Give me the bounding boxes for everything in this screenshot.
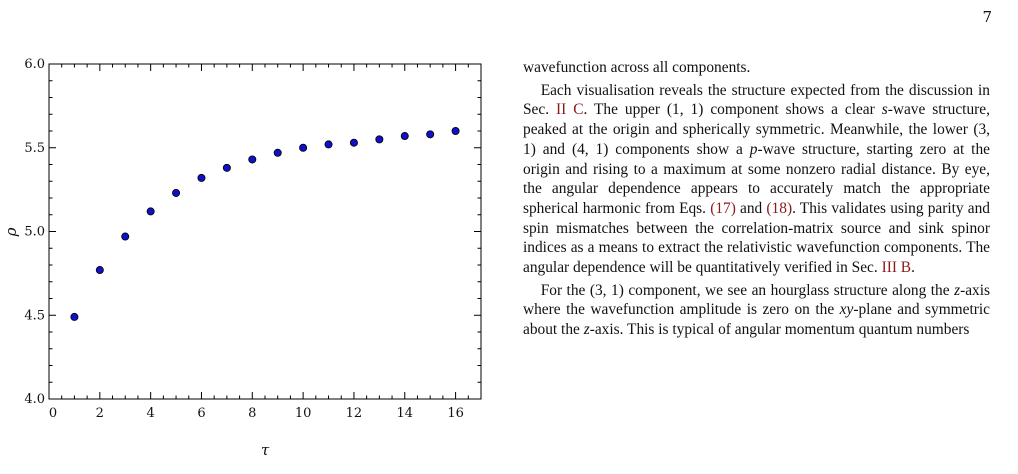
x-tick-label: 6 bbox=[197, 406, 205, 421]
data-point bbox=[349, 138, 358, 147]
data-point bbox=[197, 173, 206, 182]
data-point bbox=[426, 130, 435, 139]
y-tick-label: 5.0 bbox=[24, 225, 45, 240]
x-tick-label: 8 bbox=[248, 406, 256, 421]
x-tick-label: 2 bbox=[96, 406, 104, 421]
data-points bbox=[70, 127, 460, 321]
data-point bbox=[400, 132, 409, 141]
data-point bbox=[299, 143, 308, 152]
data-point bbox=[248, 155, 257, 164]
paragraph-continuation: wavefunction across all components. bbox=[523, 59, 751, 76]
data-point bbox=[324, 140, 333, 149]
page-number: 7 bbox=[982, 8, 992, 26]
x-tick-label: 10 bbox=[295, 406, 312, 421]
axis-ticks: 0 2 4 6 8 10 12 14 16 4.0 4.5 5.0 5.5 6.0 bbox=[24, 57, 482, 421]
data-point bbox=[273, 148, 282, 157]
y-tick-label: 4.0 bbox=[24, 392, 45, 407]
section-link-iiib[interactable]: III B bbox=[881, 259, 912, 277]
y-tick-label: 5.5 bbox=[24, 141, 45, 156]
data-point bbox=[70, 312, 79, 321]
y-tick-label: 6.0 bbox=[24, 57, 45, 72]
x-tick-label: 0 bbox=[49, 406, 57, 421]
x-tick-label: 14 bbox=[396, 406, 413, 421]
y-axis-label: ρ bbox=[2, 227, 20, 237]
scatter-chart: 0 2 4 6 8 10 12 14 16 4.0 4.5 5.0 5.5 6.0 τ ρ bbox=[2, 57, 482, 459]
body-text: wavefunction across all components. Each… bbox=[523, 58, 990, 340]
data-point bbox=[95, 266, 104, 275]
figure: 0 2 4 6 8 10 12 14 16 4.0 4.5 5.0 5.5 6.0 τ ρ bbox=[0, 50, 500, 470]
data-point bbox=[121, 232, 130, 241]
x-tick-label: 16 bbox=[447, 406, 464, 421]
section-link-iic[interactable]: II C bbox=[556, 101, 584, 119]
equation-link-17[interactable]: (17) bbox=[710, 199, 736, 217]
data-point bbox=[172, 188, 181, 197]
data-point bbox=[146, 207, 155, 216]
paragraph-hourglass: For the (3, 1) component, we see an hour… bbox=[523, 281, 990, 339]
y-tick-label: 4.5 bbox=[24, 308, 45, 323]
x-tick-label: 4 bbox=[147, 406, 155, 421]
equation-link-18[interactable]: (18) bbox=[766, 199, 793, 217]
x-tick-label: 12 bbox=[346, 406, 363, 421]
x-axis-label: τ bbox=[261, 441, 270, 459]
data-point bbox=[451, 127, 460, 136]
plot-frame bbox=[48, 63, 482, 400]
data-point bbox=[375, 135, 384, 144]
data-point bbox=[222, 163, 231, 172]
paragraph-visualisation: Each visualisation reveals the structure… bbox=[523, 81, 990, 277]
